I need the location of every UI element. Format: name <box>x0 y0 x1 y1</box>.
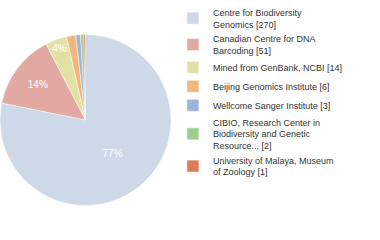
svg-text:Wellcome Sanger Institute [3]: Wellcome Sanger Institute [3] <box>213 101 330 111</box>
svg-text:Mined from GenBank, NCBI [14]: Mined from GenBank, NCBI [14] <box>213 63 342 73</box>
svg-text:Canadian Centre for DNABarcodi: Canadian Centre for DNABarcoding [51] <box>213 34 316 56</box>
svg-text:CIBIO, Research Center inBiodi: CIBIO, Research Center inBiodiversity an… <box>213 118 320 151</box>
svg-text:University of Malaya, Museumof: University of Malaya, Museumof Zoology [… <box>213 156 334 178</box>
svg-text:4%: 4% <box>52 43 67 54</box>
svg-text:Centre for BiodiversityGenomic: Centre for BiodiversityGenomics [270] <box>213 8 302 30</box>
svg-text:Beijing Genomics Institute [6]: Beijing Genomics Institute [6] <box>213 82 330 92</box>
svg-text:14%: 14% <box>28 79 48 90</box>
svg-text:77%: 77% <box>103 148 123 159</box>
